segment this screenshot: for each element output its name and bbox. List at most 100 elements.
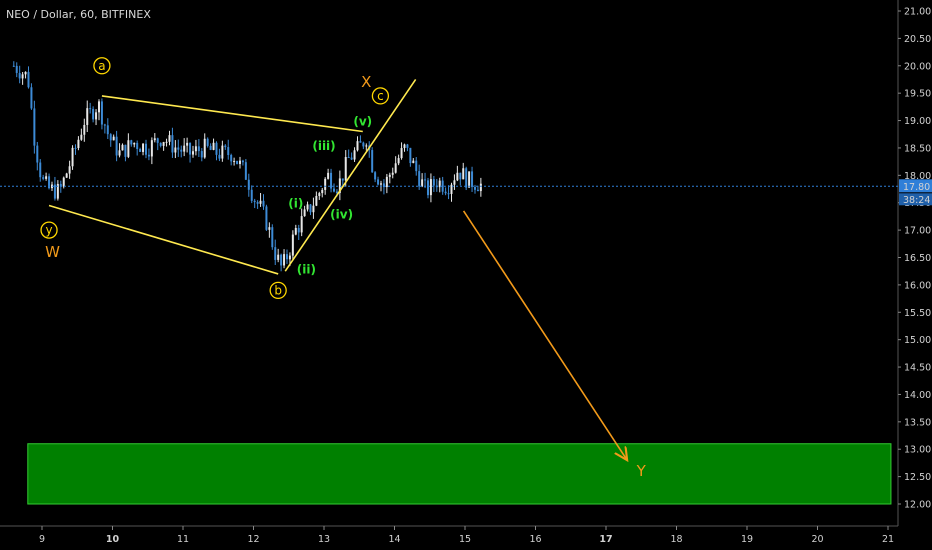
candle-body xyxy=(321,189,324,194)
candle-body xyxy=(171,135,174,153)
y-tick-label: 19.50 xyxy=(904,89,931,100)
candle-body xyxy=(95,112,98,120)
candle-body xyxy=(144,143,147,155)
candle-body xyxy=(262,200,265,207)
candle-body xyxy=(371,150,374,173)
candle-body xyxy=(382,183,385,188)
candle-body xyxy=(330,172,333,189)
candle-body xyxy=(80,134,83,140)
x-tick-label: 15 xyxy=(459,534,471,545)
candle-body xyxy=(453,180,456,185)
candle-body xyxy=(200,151,203,158)
candle-body xyxy=(294,227,297,235)
candle-body xyxy=(77,139,80,149)
candle-body xyxy=(156,138,159,143)
candle-body xyxy=(86,108,89,125)
y-tick-label: 16.00 xyxy=(904,280,931,291)
candle-body xyxy=(247,179,250,190)
candle-body xyxy=(426,180,429,196)
y-tick-label: 18.00 xyxy=(904,171,931,182)
candle-body xyxy=(397,158,400,164)
candle-body xyxy=(388,174,391,177)
candle-body xyxy=(303,209,306,217)
candle-body xyxy=(253,200,256,203)
wave-ii-label: (ii) xyxy=(297,262,316,276)
wave-y-small-label-circle xyxy=(40,221,58,239)
candle-body xyxy=(297,227,300,233)
candle-body xyxy=(300,216,303,233)
candle-body xyxy=(224,145,227,148)
x-tick-label: 20 xyxy=(811,534,823,545)
candle-body xyxy=(62,177,65,187)
candle-body xyxy=(438,180,441,188)
projection-arrow xyxy=(462,210,628,460)
y-tick-label: 21.00 xyxy=(904,7,931,18)
candle-body xyxy=(127,140,130,157)
candle-body xyxy=(377,179,380,185)
candle-body xyxy=(432,179,435,186)
candle-body xyxy=(139,149,142,152)
current-price-label: 17.80 xyxy=(903,182,930,193)
x-tick-label: 18 xyxy=(670,534,682,545)
candle-body xyxy=(265,206,268,230)
candle-body xyxy=(359,141,362,143)
candle-body xyxy=(92,108,95,120)
candle-body xyxy=(130,140,133,145)
chart-title: NEO / Dollar, 60, BITFINEX xyxy=(6,8,151,21)
candle-body xyxy=(174,147,177,153)
candle-body xyxy=(347,157,350,159)
candle-body xyxy=(183,145,186,152)
candle-body xyxy=(33,108,36,146)
candle-body xyxy=(68,166,71,174)
candle-body xyxy=(100,101,103,125)
y-tick-label: 12.50 xyxy=(904,472,931,483)
candle-body xyxy=(259,200,262,204)
candle-body xyxy=(379,183,382,185)
candle-body xyxy=(256,202,259,204)
x-tick-label: 21 xyxy=(882,534,894,545)
candle-body xyxy=(424,179,427,181)
wave-iv-label: (iv) xyxy=(330,208,353,222)
candle-body xyxy=(106,125,109,135)
candle-body xyxy=(241,160,244,163)
candle-body xyxy=(189,142,192,155)
candle-body xyxy=(447,193,450,195)
candle-body xyxy=(459,172,462,180)
candle-body xyxy=(115,136,118,156)
candle-body xyxy=(473,186,476,190)
candle-body xyxy=(203,138,206,158)
candle-body xyxy=(177,147,180,150)
candle-body xyxy=(306,204,309,210)
candle-body xyxy=(362,142,365,147)
wxy-upper-line xyxy=(101,95,363,133)
candle-body xyxy=(341,178,344,181)
candle-body xyxy=(159,142,162,146)
wave-b-label: b xyxy=(274,283,282,297)
candle-body xyxy=(444,191,447,194)
candle-body xyxy=(409,147,412,164)
candle-body xyxy=(27,71,30,88)
candle-body xyxy=(83,124,86,135)
candle-body xyxy=(133,142,136,145)
candle-body xyxy=(118,150,121,156)
candle-body xyxy=(344,157,347,181)
candle-body xyxy=(15,65,18,73)
candle-body xyxy=(268,227,271,230)
candle-body xyxy=(136,142,139,150)
candle-body xyxy=(309,204,312,213)
x-tick-label: 14 xyxy=(388,534,400,545)
candle-body xyxy=(233,160,236,162)
candle-body xyxy=(479,183,482,192)
candle-body xyxy=(374,172,377,180)
candle-body xyxy=(471,171,474,187)
y-tick-label: 16.50 xyxy=(904,253,931,264)
y-tick-label: 20.50 xyxy=(904,34,931,45)
x-tick-label: 10 xyxy=(106,534,120,545)
candle-body xyxy=(441,180,444,192)
countdown-label: 38:24 xyxy=(903,195,930,206)
wave-X-label: X xyxy=(361,73,371,91)
impulse-trend-line xyxy=(284,79,417,272)
candle-body xyxy=(162,142,165,146)
y-tick-label: 13.00 xyxy=(904,445,931,456)
